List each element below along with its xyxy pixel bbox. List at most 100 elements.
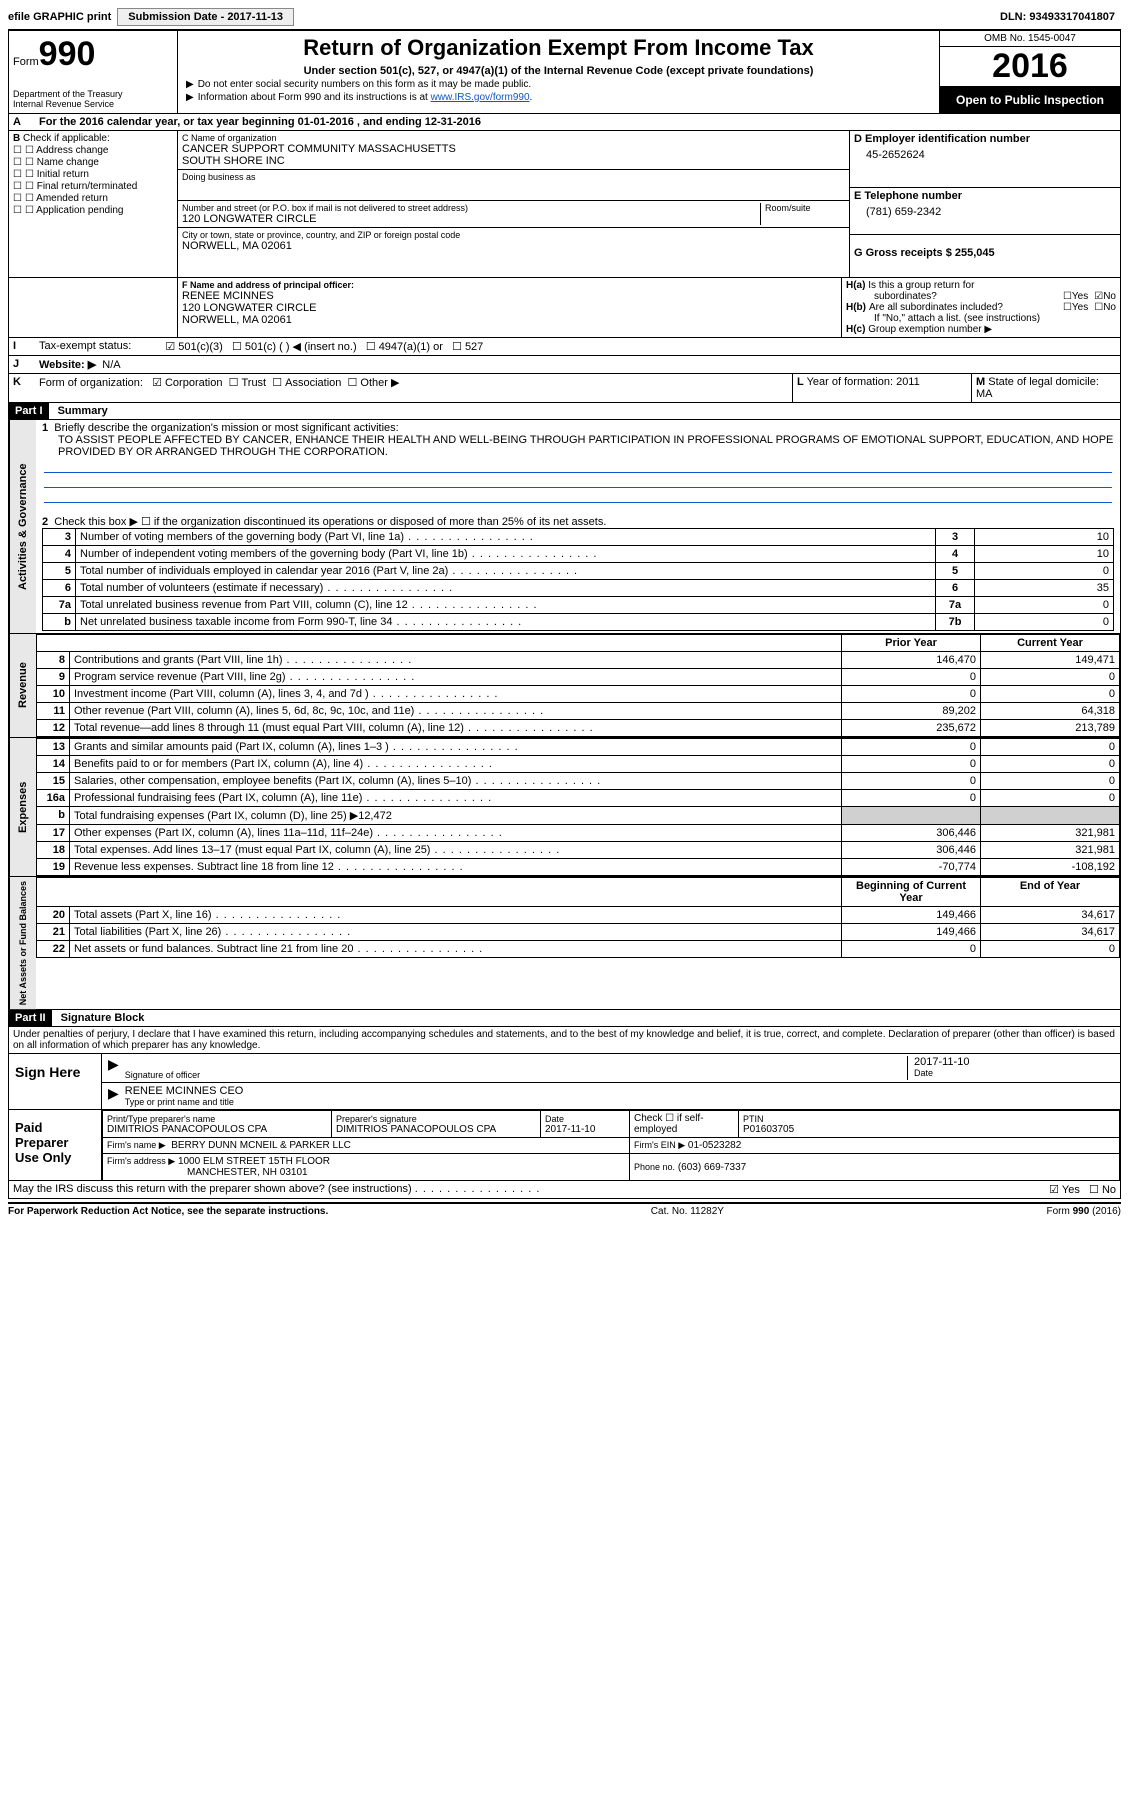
form-title: Return of Organization Exempt From Incom… (186, 35, 931, 61)
line-value: 0 (975, 563, 1114, 580)
irs-link[interactable]: www.IRS.gov/form990 (431, 92, 530, 103)
line-code: 5 (936, 563, 975, 580)
self-employed-check[interactable]: Check ☐ if self-employed (630, 1111, 739, 1138)
cb-final-return[interactable]: ☐ Final return/terminated (13, 181, 173, 192)
hb-note: If "No," attach a list. (see instruction… (874, 313, 1116, 324)
dba-label: Doing business as (182, 172, 845, 182)
form-subtitle: Under section 501(c), 527, or 4947(a)(1)… (186, 65, 931, 77)
hb-text: Are all subordinates included? (869, 302, 1003, 313)
tel-value: (781) 659-2342 (854, 202, 1116, 218)
line-text: Total unrelated business revenue from Pa… (76, 597, 936, 614)
cb-amended[interactable]: ☐ Amended return (13, 193, 173, 204)
curr-val: 0 (981, 790, 1120, 807)
beg-val: 149,466 (842, 924, 981, 941)
top-bar: efile GRAPHIC print Submission Date - 20… (8, 8, 1121, 26)
line-code: 4 (936, 546, 975, 563)
hc-text: Group exemption number ▶ (868, 324, 992, 335)
cb-address-change[interactable]: ☐ Address change (13, 145, 173, 156)
firm-addr2: MANCHESTER, NH 03101 (187, 1167, 308, 1178)
prior-val: 146,470 (842, 652, 981, 669)
cb-4947[interactable]: 4947(a)(1) or (366, 341, 443, 353)
ha-no[interactable]: ☑No (1094, 291, 1116, 302)
end-val: 34,617 (981, 907, 1120, 924)
tax-status-label: Tax-exempt status: (35, 338, 135, 355)
state-domicile: State of legal domicile: MA (976, 376, 1099, 400)
part1-tag: Part I (9, 403, 49, 419)
paid-preparer-label: Paid Preparer Use Only (9, 1110, 102, 1180)
line-text: Other revenue (Part VIII, column (A), li… (70, 703, 842, 720)
hb-no[interactable]: ☐No (1094, 302, 1116, 313)
line-text: Net unrelated business taxable income fr… (76, 614, 936, 631)
prior-val (842, 807, 981, 825)
line-no: 12 (37, 720, 70, 737)
line-text: Contributions and grants (Part VIII, lin… (70, 652, 842, 669)
submission-button[interactable]: Submission Date - 2017-11-13 (117, 8, 294, 26)
line-no: 13 (37, 739, 70, 756)
addr-label: Number and street (or P.O. box if mail i… (182, 203, 760, 213)
curr-val: 321,981 (981, 842, 1120, 859)
line-text: Program service revenue (Part VIII, line… (70, 669, 842, 686)
line-value: 0 (975, 597, 1114, 614)
line-no: 21 (37, 924, 70, 941)
line-text: Number of independent voting members of … (76, 546, 936, 563)
beg-year-hdr: Beginning of Current Year (842, 878, 981, 907)
line-no: 19 (37, 859, 70, 876)
line-text: Total fundraising expenses (Part IX, col… (70, 807, 842, 825)
cb-initial-return[interactable]: ☐ Initial return (13, 169, 173, 180)
curr-val: 0 (981, 773, 1120, 790)
net-assets-table: Beginning of Current Year End of Year20 … (36, 877, 1120, 958)
line-value: 35 (975, 580, 1114, 597)
vtab-revenue: Revenue (9, 634, 36, 737)
open-inspection: Open to Public Inspection (940, 87, 1120, 113)
firm-addr1: 1000 ELM STREET 15TH FLOOR (178, 1156, 330, 1167)
line-code: 7a (936, 597, 975, 614)
line-no: 16a (37, 790, 70, 807)
ha-yes[interactable]: ☐Yes (1063, 291, 1088, 302)
room-label: Room/suite (765, 203, 845, 213)
line2-text: Check this box ▶ ☐ if the organization d… (54, 516, 606, 528)
form-org-label: Form of organization: (39, 377, 143, 389)
cb-assoc[interactable]: Association (272, 377, 341, 389)
curr-val: 213,789 (981, 720, 1120, 737)
cb-app-pending[interactable]: ☐ Application pending (13, 205, 173, 216)
line-code: 6 (936, 580, 975, 597)
line-no: 20 (37, 907, 70, 924)
section-a-text: For the 2016 calendar year, or tax year … (35, 114, 1120, 130)
tax-year: 2016 (940, 47, 1120, 87)
discuss-yes[interactable]: ☑ Yes (1049, 1184, 1080, 1196)
city-state-zip: NORWELL, MA 02061 (182, 240, 845, 252)
ha-text: Is this a group return for (868, 280, 974, 291)
website-value: N/A (102, 359, 120, 371)
omb-number: OMB No. 1545-0047 (940, 31, 1120, 47)
cb-corp[interactable]: Corporation (152, 377, 222, 389)
prior-val: -70,774 (842, 859, 981, 876)
line-no: 3 (43, 529, 76, 546)
cb-name-change[interactable]: ☐ Name change (13, 157, 173, 168)
cb-501c3[interactable]: 501(c)(3) (165, 341, 223, 353)
ptin-value: P01603705 (743, 1124, 1115, 1135)
line-no: 5 (43, 563, 76, 580)
firm-ein: 01-0523282 (688, 1140, 741, 1151)
cb-trust[interactable]: Trust (229, 377, 267, 389)
sig-date-value: 2017-11-10 (914, 1056, 1114, 1068)
line-value: 10 (975, 529, 1114, 546)
line-value: 0 (975, 614, 1114, 631)
prior-val: 0 (842, 739, 981, 756)
cb-other[interactable]: Other ▶ (348, 377, 400, 389)
line-no: 11 (37, 703, 70, 720)
sig-officer-label: Signature of officer (125, 1070, 907, 1080)
cb-501c[interactable]: 501(c) ( ) ◀ (insert no.) (232, 341, 357, 353)
line-text: Total number of volunteers (estimate if … (76, 580, 936, 597)
mission-label: Briefly describe the organization's miss… (54, 422, 398, 434)
line-no: 6 (43, 580, 76, 597)
end-year-hdr: End of Year (981, 878, 1120, 907)
hb-yes[interactable]: ☐Yes (1063, 302, 1088, 313)
officer-addr2: NORWELL, MA 02061 (182, 314, 837, 326)
vtab-net-assets: Net Assets or Fund Balances (9, 877, 36, 1009)
line-no: 18 (37, 842, 70, 859)
line-no: b (43, 614, 76, 631)
line-text: Total revenue—add lines 8 through 11 (mu… (70, 720, 842, 737)
cb-527[interactable]: 527 (452, 341, 483, 353)
discuss-no[interactable]: ☐ No (1089, 1184, 1116, 1196)
dln-label: DLN: 93493317041807 (994, 9, 1121, 25)
